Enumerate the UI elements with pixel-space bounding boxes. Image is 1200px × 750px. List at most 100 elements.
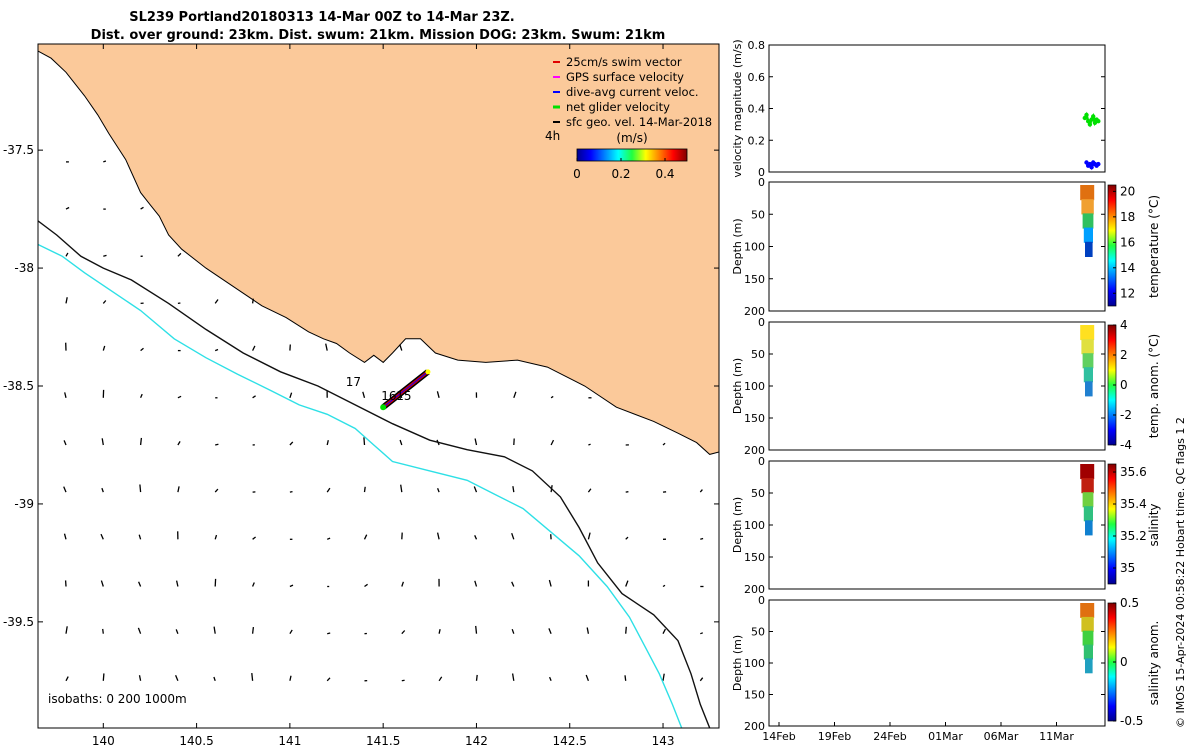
panel-colorbar — [1107, 184, 1117, 307]
geo-arrow — [474, 535, 478, 540]
panel-y-tick-label: 0 — [758, 594, 765, 607]
geo-arrow — [102, 300, 107, 304]
geo-arrow — [177, 252, 182, 257]
panel-x-tick-label: 11Mar — [1039, 730, 1074, 743]
geo-arrow — [326, 440, 329, 446]
profile-cell — [1080, 185, 1095, 201]
panel-y-tick-label: 200 — [744, 444, 765, 457]
geo-arrow — [587, 488, 592, 493]
geo-arrow — [213, 676, 216, 682]
panel-y-tick-label: 0.4 — [748, 103, 766, 116]
geo-arrow — [436, 488, 440, 493]
geo-arrow — [65, 626, 68, 634]
geo-arrow — [138, 534, 142, 540]
geo-arrow — [550, 395, 554, 399]
velocity-series-line — [1085, 160, 1100, 171]
geo-arrow — [252, 395, 256, 399]
geo-arrow — [251, 673, 254, 681]
chart-title-line1: SL239 Portland20180313 14-Mar 00Z to 14-… — [129, 10, 515, 25]
panel-colorbar-tick-label: 35 — [1120, 561, 1135, 575]
geo-arrow — [100, 533, 104, 540]
geo-arrow — [289, 392, 293, 399]
geo-arrow — [511, 673, 515, 681]
profile-cell — [1083, 506, 1093, 522]
panel-y-tick-label: 50 — [751, 626, 765, 639]
profile-cell — [1082, 630, 1094, 646]
geo-arrow — [252, 536, 256, 540]
panel-y-tick-label: 100 — [744, 241, 765, 254]
geo-arrow — [662, 673, 665, 681]
map-colorbar-label: (m/s) — [616, 131, 647, 145]
panel-salinity: 0 50 100 150 200 Depth (m) 35.6 35.4 35.2 35 salin… — [731, 455, 1161, 596]
geo-arrow — [289, 441, 294, 446]
legend-entry: dive-avg current veloc. — [566, 85, 699, 99]
panel-y-tick-label: 100 — [744, 657, 765, 670]
geo-arrow — [175, 580, 179, 587]
geo-arrow — [700, 537, 704, 540]
geo-arrow — [438, 629, 441, 634]
geo-arrow — [662, 584, 666, 588]
geo-arrow — [64, 392, 67, 398]
panel-y-label: Depth (m) — [731, 218, 744, 274]
panel-x-tick-label: 06Mar — [984, 730, 1019, 743]
geo-arrow — [399, 344, 403, 351]
geo-arrow — [513, 391, 517, 399]
map-x-ticks: 140 140.5 141 141.5 142 142.5 143 — [92, 44, 674, 748]
profile-cell — [1082, 213, 1094, 229]
profile-cell — [1080, 464, 1095, 480]
map-colorbar-ticks: 0 0.2 0.4 — [573, 158, 675, 181]
geo-arrow — [512, 486, 515, 493]
track-start — [380, 404, 387, 411]
geo-arrow — [548, 579, 552, 587]
credit-text: © IMOS 15-Apr-2024 00:58:22 Hobart time.… — [1174, 417, 1187, 728]
geo-arrow — [138, 675, 142, 681]
panel-y-tick-label: 150 — [744, 412, 765, 425]
geo-arrow — [65, 676, 69, 682]
geo-velocity-arrows — [63, 160, 704, 682]
geo-arrow — [251, 298, 254, 304]
panel-colorbar-tick-label: -4 — [1120, 438, 1132, 452]
geo-arrow — [101, 438, 104, 446]
geo-arrow — [177, 441, 181, 446]
geo-arrow — [140, 206, 144, 210]
geo-arrow — [474, 438, 478, 446]
panel-y-tick-label: 200 — [744, 583, 765, 596]
legend-entry: net glider velocity — [566, 100, 670, 114]
profile-cell — [1082, 353, 1094, 369]
panel-colorbar-tick-label: 14 — [1120, 261, 1135, 275]
geo-arrow — [289, 490, 293, 493]
geo-arrow — [400, 484, 403, 493]
panel-x-tick-label: 24Feb — [873, 730, 906, 743]
geo-arrow — [177, 486, 180, 493]
geo-arrow — [289, 584, 294, 588]
geo-arrow — [585, 674, 590, 682]
panel-colorbar-tick-label: 0 — [1120, 378, 1128, 392]
panel-colorbar-label: temp. anom. (°C) — [1147, 334, 1161, 438]
legend-entry: GPS surface velocity — [566, 70, 684, 84]
geo-arrow — [213, 626, 216, 634]
y-tick-label: -39 — [14, 497, 34, 511]
map-panel: 140 140.5 141 141.5 142 142.5 143 -37.5 -38 -38.… — [3, 43, 720, 748]
geo-arrow — [140, 393, 143, 399]
track-label-16: 16 — [381, 389, 396, 403]
geo-arrow — [101, 487, 104, 493]
profile-cell — [1081, 339, 1094, 355]
panel-colorbar-tick-label: 35.6 — [1120, 465, 1147, 479]
profile-panels: 0 0.2 0.4 0.6 0.8 velocity magnitude (m/s) 0 50… — [731, 39, 1161, 743]
geo-arrow — [401, 630, 406, 635]
geo-arrow — [252, 582, 255, 587]
panel-y-tick-label: 50 — [751, 487, 765, 500]
panel-colorbar-tick-label: 35.4 — [1120, 497, 1147, 511]
geo-arrow — [699, 677, 704, 682]
panel-temp_anom: 0 50 100 150 200 Depth (m) 4 2 0 -2 -4 temp. anom. … — [731, 316, 1161, 457]
panel-colorbar-label: salinity — [1147, 503, 1161, 546]
geo-arrow — [662, 628, 666, 635]
isobath-1000m — [38, 243, 683, 728]
x-tick-label: 140.5 — [179, 734, 213, 748]
isobath-200m — [38, 220, 711, 728]
panel-y-tick-label: 50 — [751, 208, 765, 221]
y-tick-label: -38.5 — [3, 379, 34, 393]
panel-colorbar-label: salinity anom. — [1147, 621, 1161, 706]
geo-arrow — [326, 487, 331, 493]
